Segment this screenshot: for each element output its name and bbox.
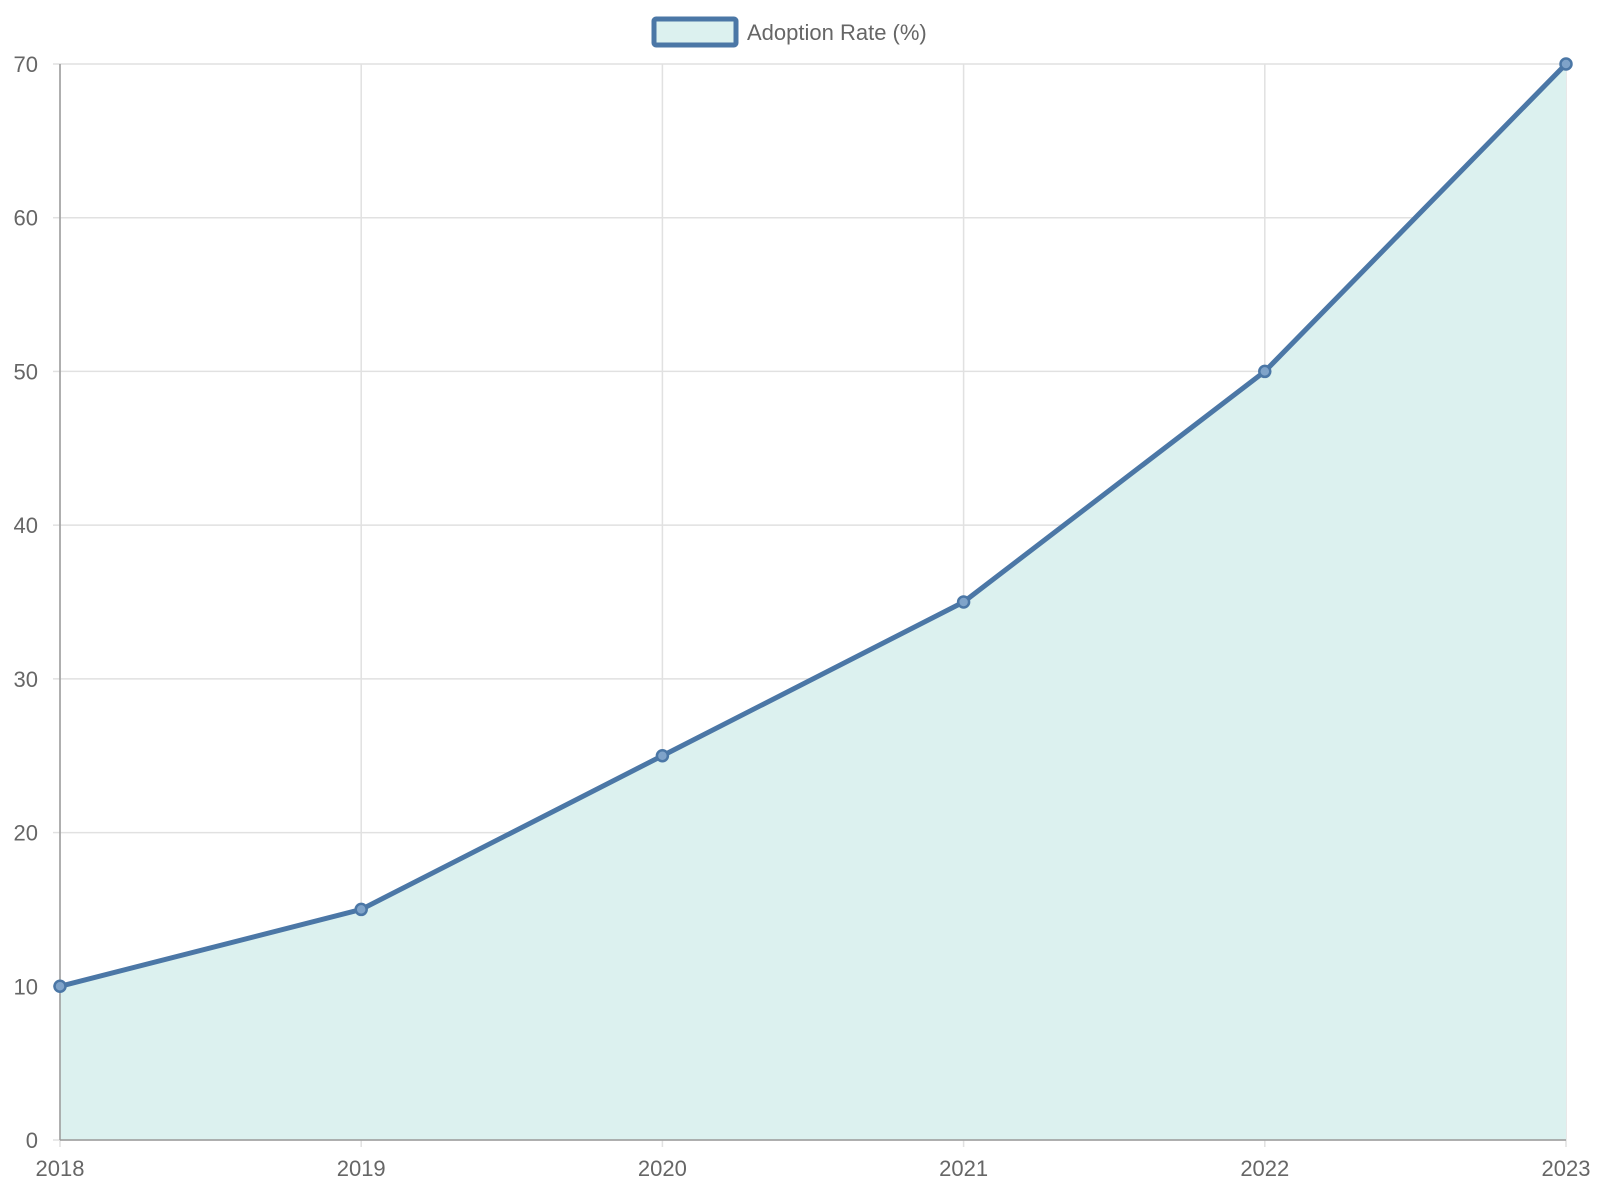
series-line-group (57, 61, 1569, 989)
y-tick-label: 0 (26, 1128, 38, 1153)
y-tick-label: 60 (14, 206, 38, 231)
x-tick-label: 2018 (36, 1156, 85, 1181)
x-tick-label: 2023 (1542, 1156, 1591, 1181)
y-tick-label: 20 (14, 821, 38, 846)
series-area-fill (60, 64, 1566, 1140)
x-tick-label: 2022 (1240, 1156, 1289, 1181)
x-tick-label: 2019 (337, 1156, 386, 1181)
y-tick-label: 50 (14, 359, 38, 384)
y-tick-label: 30 (14, 667, 38, 692)
data-point (1559, 57, 1573, 71)
data-point (1258, 364, 1272, 379)
tick-labels: 0 10 20 30 40 50 60 70 2018 2019 2020 2021 2022 2023 (14, 52, 1591, 1181)
axes (59, 64, 1566, 1141)
y-tick-label: 10 (14, 974, 38, 999)
data-point (53, 979, 67, 994)
data-points (53, 57, 1573, 994)
series-line (57, 61, 1569, 989)
legend[interactable]: Adoption Rate (%) (651, 16, 927, 48)
plot-area (60, 64, 1566, 1140)
data-point (354, 902, 368, 917)
x-tick-label: 2020 (638, 1156, 687, 1181)
legend-swatch (651, 16, 739, 48)
x-tick-label: 2021 (939, 1156, 988, 1181)
data-point (655, 748, 670, 763)
legend-label: Adoption Rate (%) (747, 20, 927, 45)
data-point (956, 595, 971, 609)
y-tick-label: 40 (14, 513, 38, 538)
y-tick-label: 70 (14, 52, 38, 77)
